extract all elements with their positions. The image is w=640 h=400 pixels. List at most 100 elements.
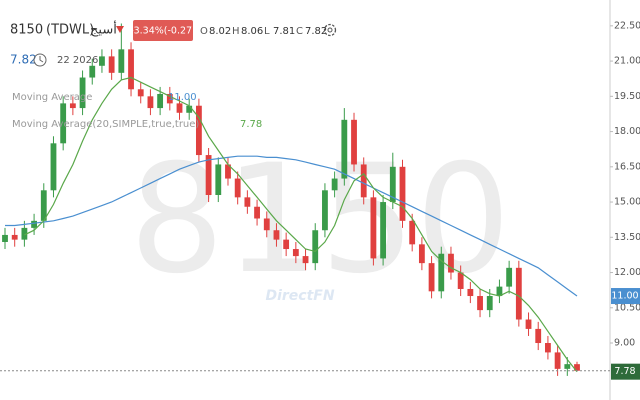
candle-body (418, 244, 425, 264)
candle-body (157, 93, 164, 109)
y-tick-label: 15.00 (614, 197, 640, 208)
candle-body (564, 364, 571, 369)
candle-body (263, 218, 270, 231)
candle-body (244, 197, 251, 207)
plot (2, 23, 580, 376)
candle-body (477, 296, 483, 311)
ohlc-value: 7.82 (305, 26, 327, 37)
candle-body (486, 296, 493, 311)
value-badge-label: 7.78 (614, 366, 635, 377)
gear[interactable] (323, 23, 337, 37)
candle-body (302, 256, 309, 264)
y-tick-label: 13.50 (614, 232, 640, 243)
candle-body (535, 328, 542, 344)
last-price: 7.82 (10, 53, 37, 67)
candle-body (166, 93, 173, 104)
candle-body (89, 65, 96, 78)
candle-body (574, 364, 580, 371)
moving-average-line (5, 155, 578, 297)
symbol: 8150 (10, 23, 43, 38)
value-badge (611, 288, 640, 305)
candle-body (273, 230, 280, 240)
ohlc-key: L (264, 26, 270, 37)
candle-body (118, 49, 125, 73)
value-badge-label: 11.00 (611, 291, 638, 302)
y-tick-label: 10.50 (614, 302, 640, 313)
candle-body (360, 164, 367, 198)
candle-body (225, 164, 231, 179)
y-tick-label: 21.00 (614, 56, 640, 67)
candle-body (79, 77, 86, 109)
down-arrow (116, 26, 124, 33)
candle-body (283, 239, 290, 250)
candle-body (11, 234, 18, 240)
watermark-symbol: 8150 (129, 133, 511, 307)
candle-body (50, 143, 57, 191)
candle-body (312, 230, 319, 264)
candle-body (399, 166, 406, 221)
candle-body (108, 56, 115, 73)
candle-body (186, 105, 193, 113)
candle-body (457, 272, 464, 289)
candle-body (176, 103, 183, 113)
candle-body (147, 96, 154, 109)
candle-body (331, 178, 338, 191)
y-tick-label: 16.50 (614, 161, 640, 172)
candle-body (99, 56, 105, 66)
y-tick-label: 19.50 (614, 91, 640, 102)
candle-body (21, 227, 28, 240)
candle-body (370, 197, 377, 259)
candle-body (254, 206, 260, 219)
ohlc-key: C (296, 26, 303, 37)
ohlc-key: O (200, 26, 208, 37)
candle-body (205, 155, 212, 195)
candle-body (448, 253, 454, 273)
ohlc-value: 8.02 (209, 26, 231, 37)
clock-hands (39, 56, 44, 63)
candle-body (31, 220, 37, 228)
candle-body (2, 234, 8, 242)
candle-body (545, 343, 551, 353)
exchange: (TDWL) (46, 23, 94, 38)
ohlc-value: 8.06 (241, 26, 263, 37)
candle-body (389, 166, 396, 203)
header: 8150 (TDWL) أسيج -3.34%(-0.27) O 8.02 H 8.0… (10, 20, 337, 130)
y-tick-label: 18.00 (614, 126, 640, 137)
candle-body (60, 103, 67, 144)
candle-body (554, 352, 561, 369)
date: 22 2026 (57, 55, 98, 66)
ohlc: O 8.02 H 8.06 L 7.81 C 7.82 (200, 26, 327, 37)
candle-body (322, 190, 328, 231)
settings-icon[interactable] (323, 23, 337, 37)
gear-hub[interactable] (327, 27, 333, 33)
watermark-brand: DirectFN (265, 288, 334, 304)
candle-body (137, 89, 144, 97)
candle-body (292, 249, 299, 257)
candle-body (409, 220, 416, 245)
candle-body (195, 105, 202, 156)
candle-body (128, 49, 134, 90)
y-tick-label: 22.50 (614, 20, 640, 31)
candle-body (351, 119, 357, 165)
candle-body (380, 202, 387, 259)
candle-body (525, 319, 532, 329)
clock-icon (33, 53, 47, 67)
candle-body (506, 267, 513, 287)
legend-value: 7.78 (240, 119, 262, 130)
ohlc-key: H (232, 26, 240, 37)
candle-body (40, 190, 47, 221)
candle-body (341, 119, 348, 179)
company-name: أسيج (90, 21, 117, 38)
candle-body (438, 253, 445, 292)
candle-body (234, 178, 241, 198)
value-badge (611, 363, 640, 380)
legend-name: Moving Average (12, 92, 92, 103)
ohlc-value: 7.81 (273, 26, 295, 37)
candle-body (215, 164, 222, 195)
y-tick-label: 12.00 (614, 267, 640, 278)
legend-name: Moving Average(20,SIMPLE,true,true) (12, 119, 199, 130)
y-tick-label: 9.00 (614, 338, 635, 349)
moving-average-line (24, 76, 578, 373)
candle-body (69, 103, 76, 109)
